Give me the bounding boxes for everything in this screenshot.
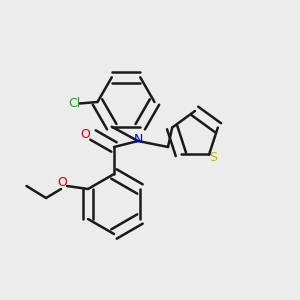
Text: O: O: [81, 128, 90, 142]
Text: O: O: [58, 176, 68, 190]
Text: Cl: Cl: [68, 97, 80, 110]
Text: N: N: [133, 133, 143, 146]
Text: S: S: [210, 151, 218, 164]
